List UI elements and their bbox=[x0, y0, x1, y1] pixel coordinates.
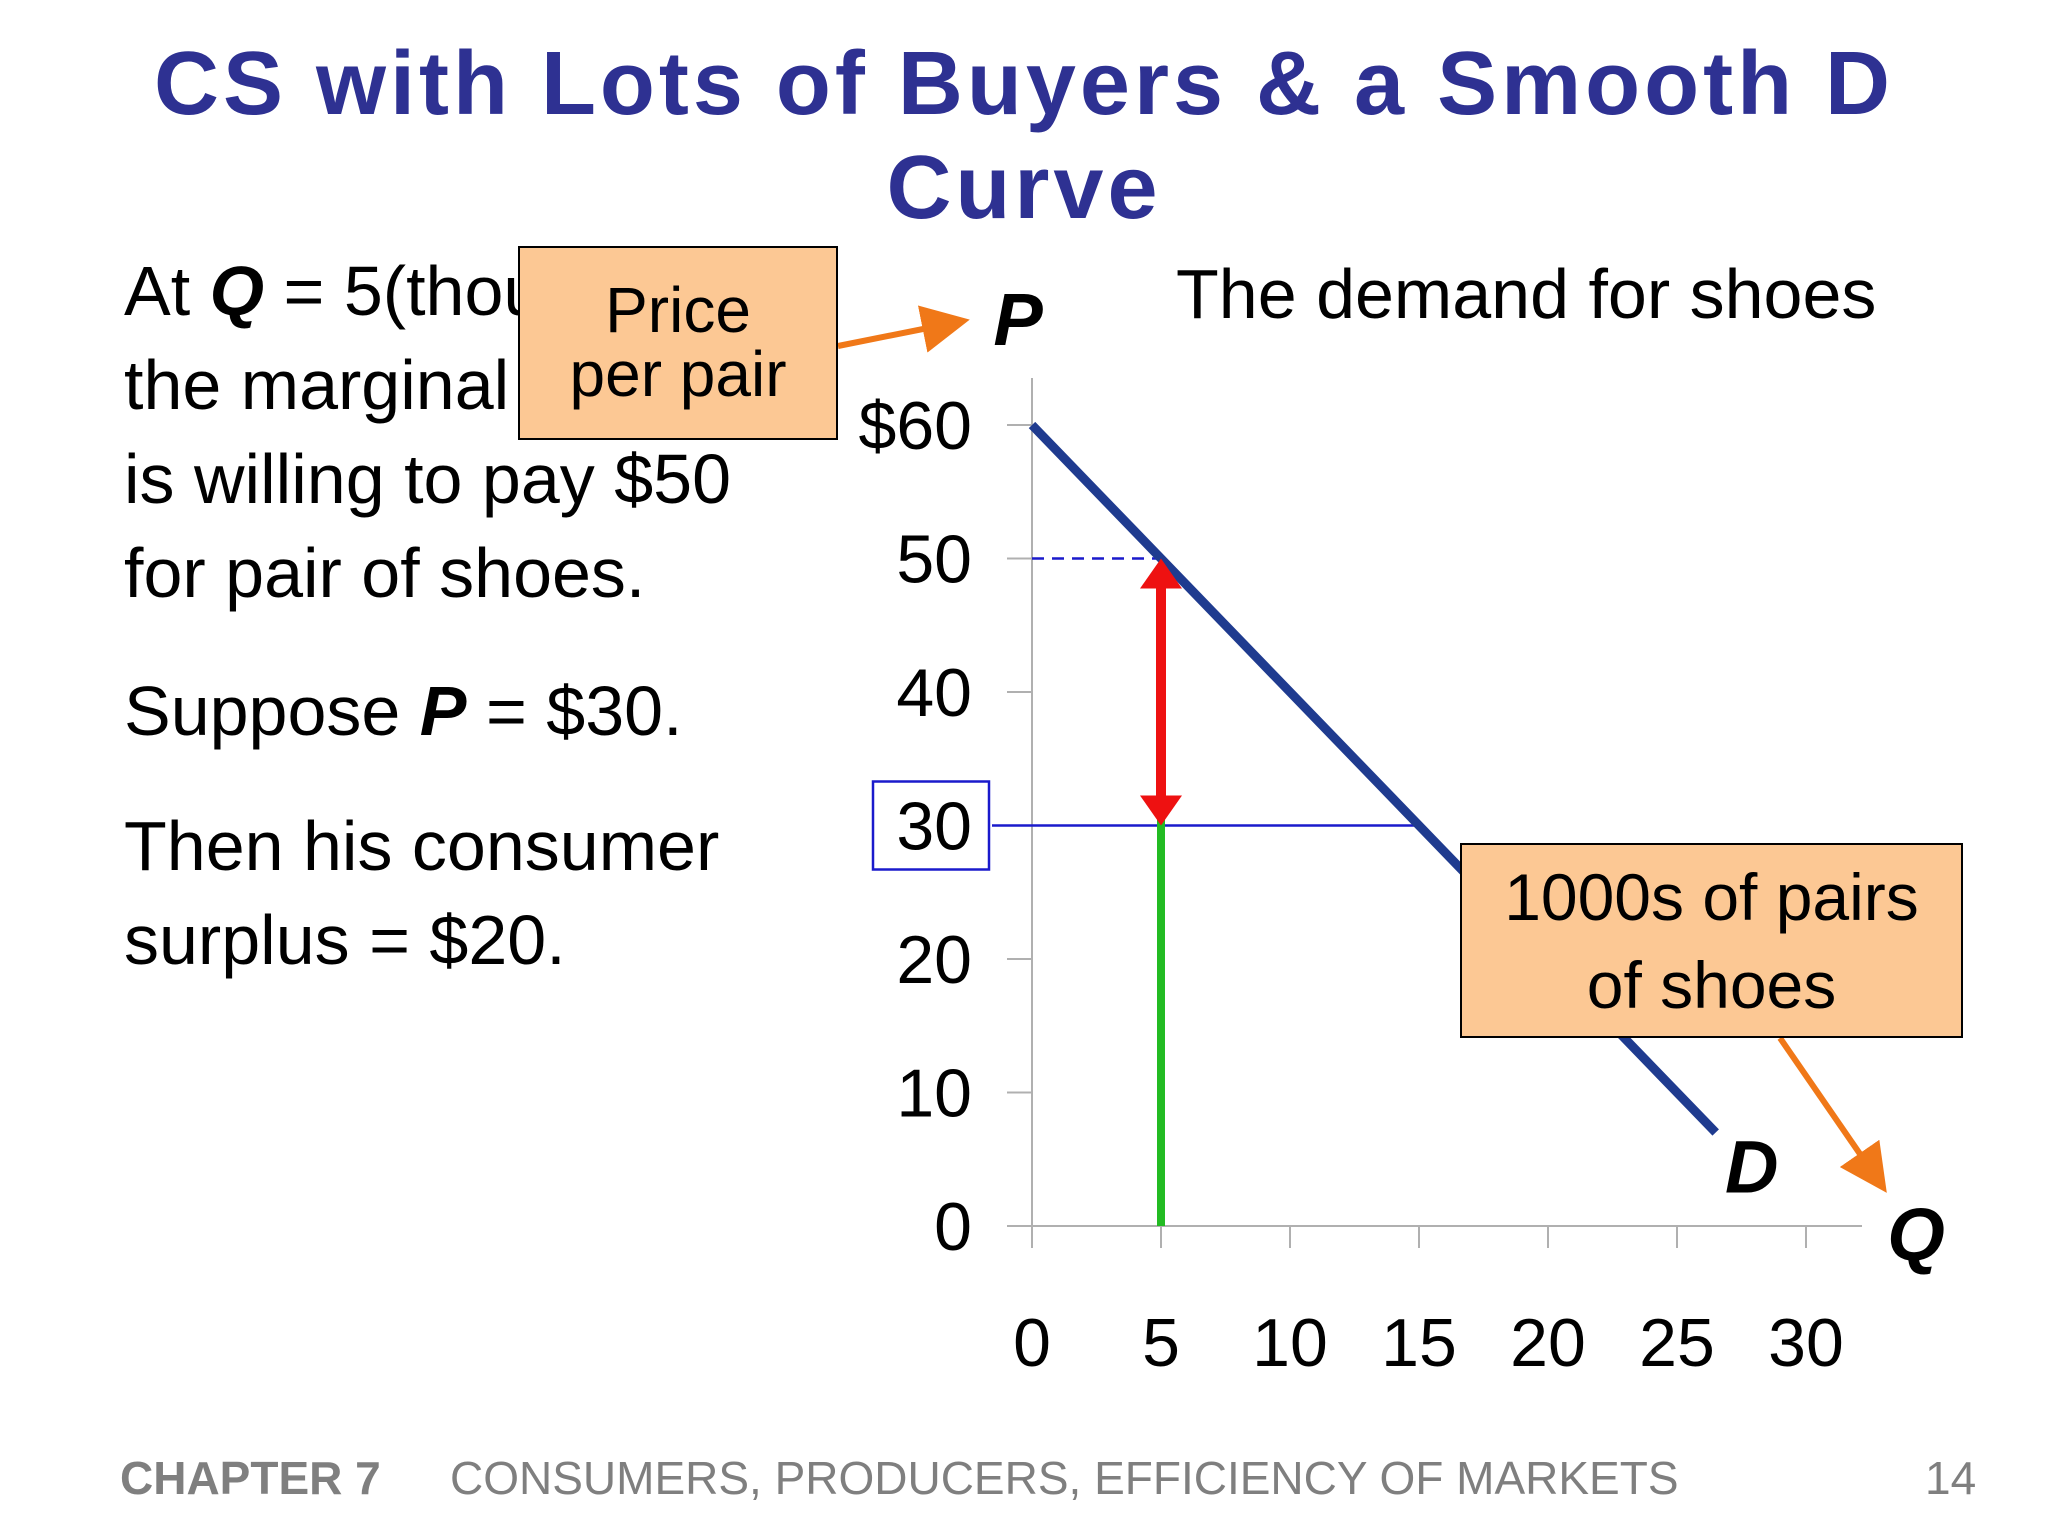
x-tick-label: 5 bbox=[1142, 1305, 1180, 1381]
quantity-callout-pointer-arrow bbox=[1777, 1036, 1887, 1193]
footer-chapter: CHAPTER 7 bbox=[120, 1452, 381, 1504]
y-tick-label: 0 bbox=[934, 1189, 972, 1265]
surplus-arrow-head-bottom bbox=[1140, 795, 1182, 826]
title-line-1: CS with Lots of Buyers & a Smooth D bbox=[153, 34, 1895, 134]
x-tick-label: 10 bbox=[1252, 1305, 1328, 1381]
para3-line-1: Then his consumer bbox=[124, 807, 720, 885]
price-per-pair-callout: Price per pair bbox=[518, 246, 838, 440]
y-tick-label: 30 bbox=[896, 789, 972, 865]
y-tick-label: 40 bbox=[896, 655, 972, 731]
para2-text-a: Suppose bbox=[124, 672, 420, 750]
surplus-arrow-head-top bbox=[1140, 558, 1182, 589]
para2-text-b: = $30. bbox=[466, 672, 683, 750]
title-line-2: Curve bbox=[886, 138, 1162, 238]
y-tick-label: 10 bbox=[896, 1056, 972, 1132]
y-tick-label: 50 bbox=[896, 522, 972, 598]
x-tick-label: 30 bbox=[1768, 1305, 1844, 1381]
slide-title: CS with Lots of Buyers & a Smooth D Curv… bbox=[0, 32, 2048, 240]
footer-chapter-title: CONSUMERS, PRODUCERS, EFFICIENCY OF MARK… bbox=[450, 1452, 1679, 1504]
para1-text-a: At bbox=[124, 252, 210, 330]
price-callout-line-2: per pair bbox=[569, 338, 787, 410]
para3-line-2: surplus = $20. bbox=[124, 901, 566, 979]
p-symbol: P bbox=[419, 672, 467, 750]
x-tick-label: 20 bbox=[1510, 1305, 1586, 1381]
price-callout-pointer-arrow bbox=[837, 305, 970, 353]
x-tick-label: 25 bbox=[1639, 1305, 1715, 1381]
qty-callout-line-2: of shoes bbox=[1586, 948, 1837, 1022]
quantity-units-callout: 1000s of pairs of shoes bbox=[1460, 843, 1963, 1038]
demand-title: The demand for shoes bbox=[1176, 255, 1877, 333]
x-axis-label: Q bbox=[1887, 1193, 1945, 1276]
y-tick-label: $60 bbox=[859, 388, 972, 464]
x-tick-label: 0 bbox=[1013, 1305, 1051, 1381]
suppose-paragraph: Suppose P = $30. bbox=[124, 664, 683, 758]
price-callout-line-1: Price bbox=[605, 274, 751, 346]
x-tick-label: 15 bbox=[1381, 1305, 1457, 1381]
demand-curve-label: D bbox=[1725, 1126, 1778, 1209]
para1-line-3: is willing to pay $50 bbox=[124, 440, 731, 518]
qty-callout-line-1: 1000s of pairs bbox=[1504, 860, 1919, 934]
y-axis-label: P bbox=[993, 278, 1043, 361]
price-highlight-box bbox=[871, 780, 991, 871]
page-number: 14 bbox=[1925, 1452, 1977, 1504]
y-tick-label: 20 bbox=[896, 922, 972, 998]
q-symbol: Q bbox=[209, 252, 265, 330]
surplus-paragraph: Then his consumer surplus = $20. bbox=[124, 799, 719, 987]
para1-line-4: for pair of shoes. bbox=[124, 534, 646, 612]
